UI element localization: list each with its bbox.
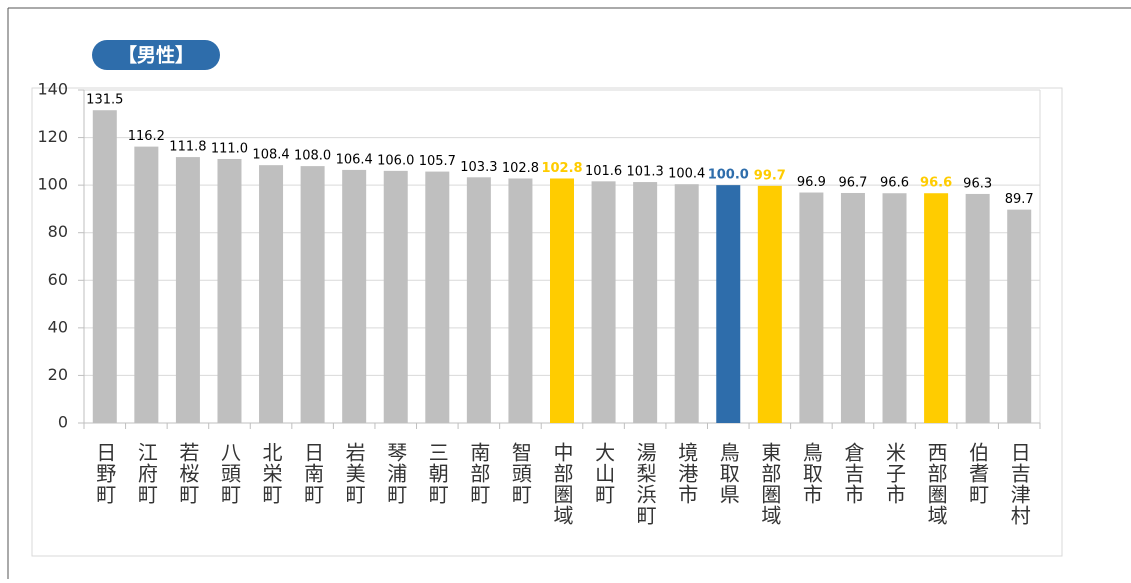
bar xyxy=(757,185,782,423)
value-label: 105.7 xyxy=(419,154,456,169)
x-tick-label: 江府町 xyxy=(134,442,158,505)
y-tick-label: 80 xyxy=(48,222,68,241)
value-label: 102.8 xyxy=(502,161,539,176)
x-tick-label: 伯耆町 xyxy=(966,442,990,505)
y-tick-label: 0 xyxy=(58,413,68,432)
bar xyxy=(508,178,533,423)
x-tick-label: 琴浦町 xyxy=(384,442,408,505)
x-tick-label: 日野町 xyxy=(93,442,117,505)
bar xyxy=(217,158,242,423)
value-label: 101.3 xyxy=(627,165,664,180)
y-tick-label: 40 xyxy=(48,317,68,336)
bar xyxy=(466,177,491,423)
y-tick-label: 100 xyxy=(37,175,68,194)
value-label: 131.5 xyxy=(86,93,123,108)
bar xyxy=(342,169,367,423)
bar xyxy=(840,192,865,423)
bar xyxy=(92,110,117,423)
x-tick-label: 湯梨浜町 xyxy=(633,442,657,526)
y-tick-label: 140 xyxy=(37,80,68,99)
value-label: 108.0 xyxy=(294,149,331,164)
value-label: 108.4 xyxy=(252,148,289,163)
value-label: 100.4 xyxy=(668,167,705,182)
value-label: 96.3 xyxy=(963,176,992,191)
x-tick-label: 境港市 xyxy=(675,442,699,505)
x-tick-label: 八頭町 xyxy=(217,442,241,505)
x-tick-label: 三朝町 xyxy=(425,442,449,505)
x-tick-label: 若桜町 xyxy=(176,442,200,505)
bar xyxy=(383,170,408,423)
x-tick-label: 中部圏域 xyxy=(550,442,574,526)
value-label: 100.0 xyxy=(708,168,749,183)
bar xyxy=(1007,209,1032,423)
value-label: 99.7 xyxy=(754,168,786,183)
bar xyxy=(882,193,907,423)
value-label: 96.9 xyxy=(797,175,826,190)
y-tick-label: 20 xyxy=(48,365,68,384)
y-tick-label: 120 xyxy=(37,127,68,146)
x-tick-label: 岩美町 xyxy=(342,442,366,505)
value-label: 96.7 xyxy=(838,175,867,190)
bar xyxy=(425,171,450,423)
value-label: 89.7 xyxy=(1005,192,1034,207)
x-tick-label: 鳥取県 xyxy=(716,442,740,505)
x-tick-label: 倉吉市 xyxy=(841,442,865,505)
chart-title: 【男性】 xyxy=(118,44,194,67)
bar xyxy=(799,192,824,423)
bar xyxy=(259,165,284,424)
x-tick-label: 智頭町 xyxy=(508,442,532,505)
bar xyxy=(965,193,990,423)
chart-box xyxy=(31,87,1063,557)
x-tick-label: 鳥取市 xyxy=(799,442,823,505)
x-tick-label: 大山町 xyxy=(592,442,616,505)
x-tick-label: 日吉津村 xyxy=(1007,442,1031,526)
title-pill xyxy=(92,40,220,70)
x-tick-label: 米子市 xyxy=(883,442,907,505)
bar xyxy=(550,178,574,423)
y-tick-label: 60 xyxy=(48,270,68,289)
value-label: 103.3 xyxy=(460,160,497,175)
x-tick-label: 日南町 xyxy=(301,442,325,505)
value-label: 116.2 xyxy=(128,129,165,144)
bar xyxy=(175,157,200,423)
value-label: 106.0 xyxy=(377,153,414,168)
x-tick-label: 南部町 xyxy=(467,442,491,505)
value-label: 101.6 xyxy=(585,164,622,179)
value-label: 102.8 xyxy=(541,161,582,176)
value-label: 111.0 xyxy=(211,141,248,156)
bar xyxy=(674,184,699,423)
bar xyxy=(591,181,616,423)
value-label: 106.4 xyxy=(336,152,373,167)
bar xyxy=(134,146,159,424)
bar xyxy=(924,193,949,423)
x-tick-label: 西部圏域 xyxy=(924,442,948,526)
value-label: 96.6 xyxy=(920,176,952,191)
bar xyxy=(300,166,325,423)
x-tick-label: 北栄町 xyxy=(259,442,283,505)
x-tick-label: 東部圏域 xyxy=(758,442,782,526)
bar xyxy=(716,185,741,423)
value-label: 96.6 xyxy=(880,176,909,191)
value-label: 111.8 xyxy=(169,140,206,155)
bar xyxy=(633,182,658,423)
